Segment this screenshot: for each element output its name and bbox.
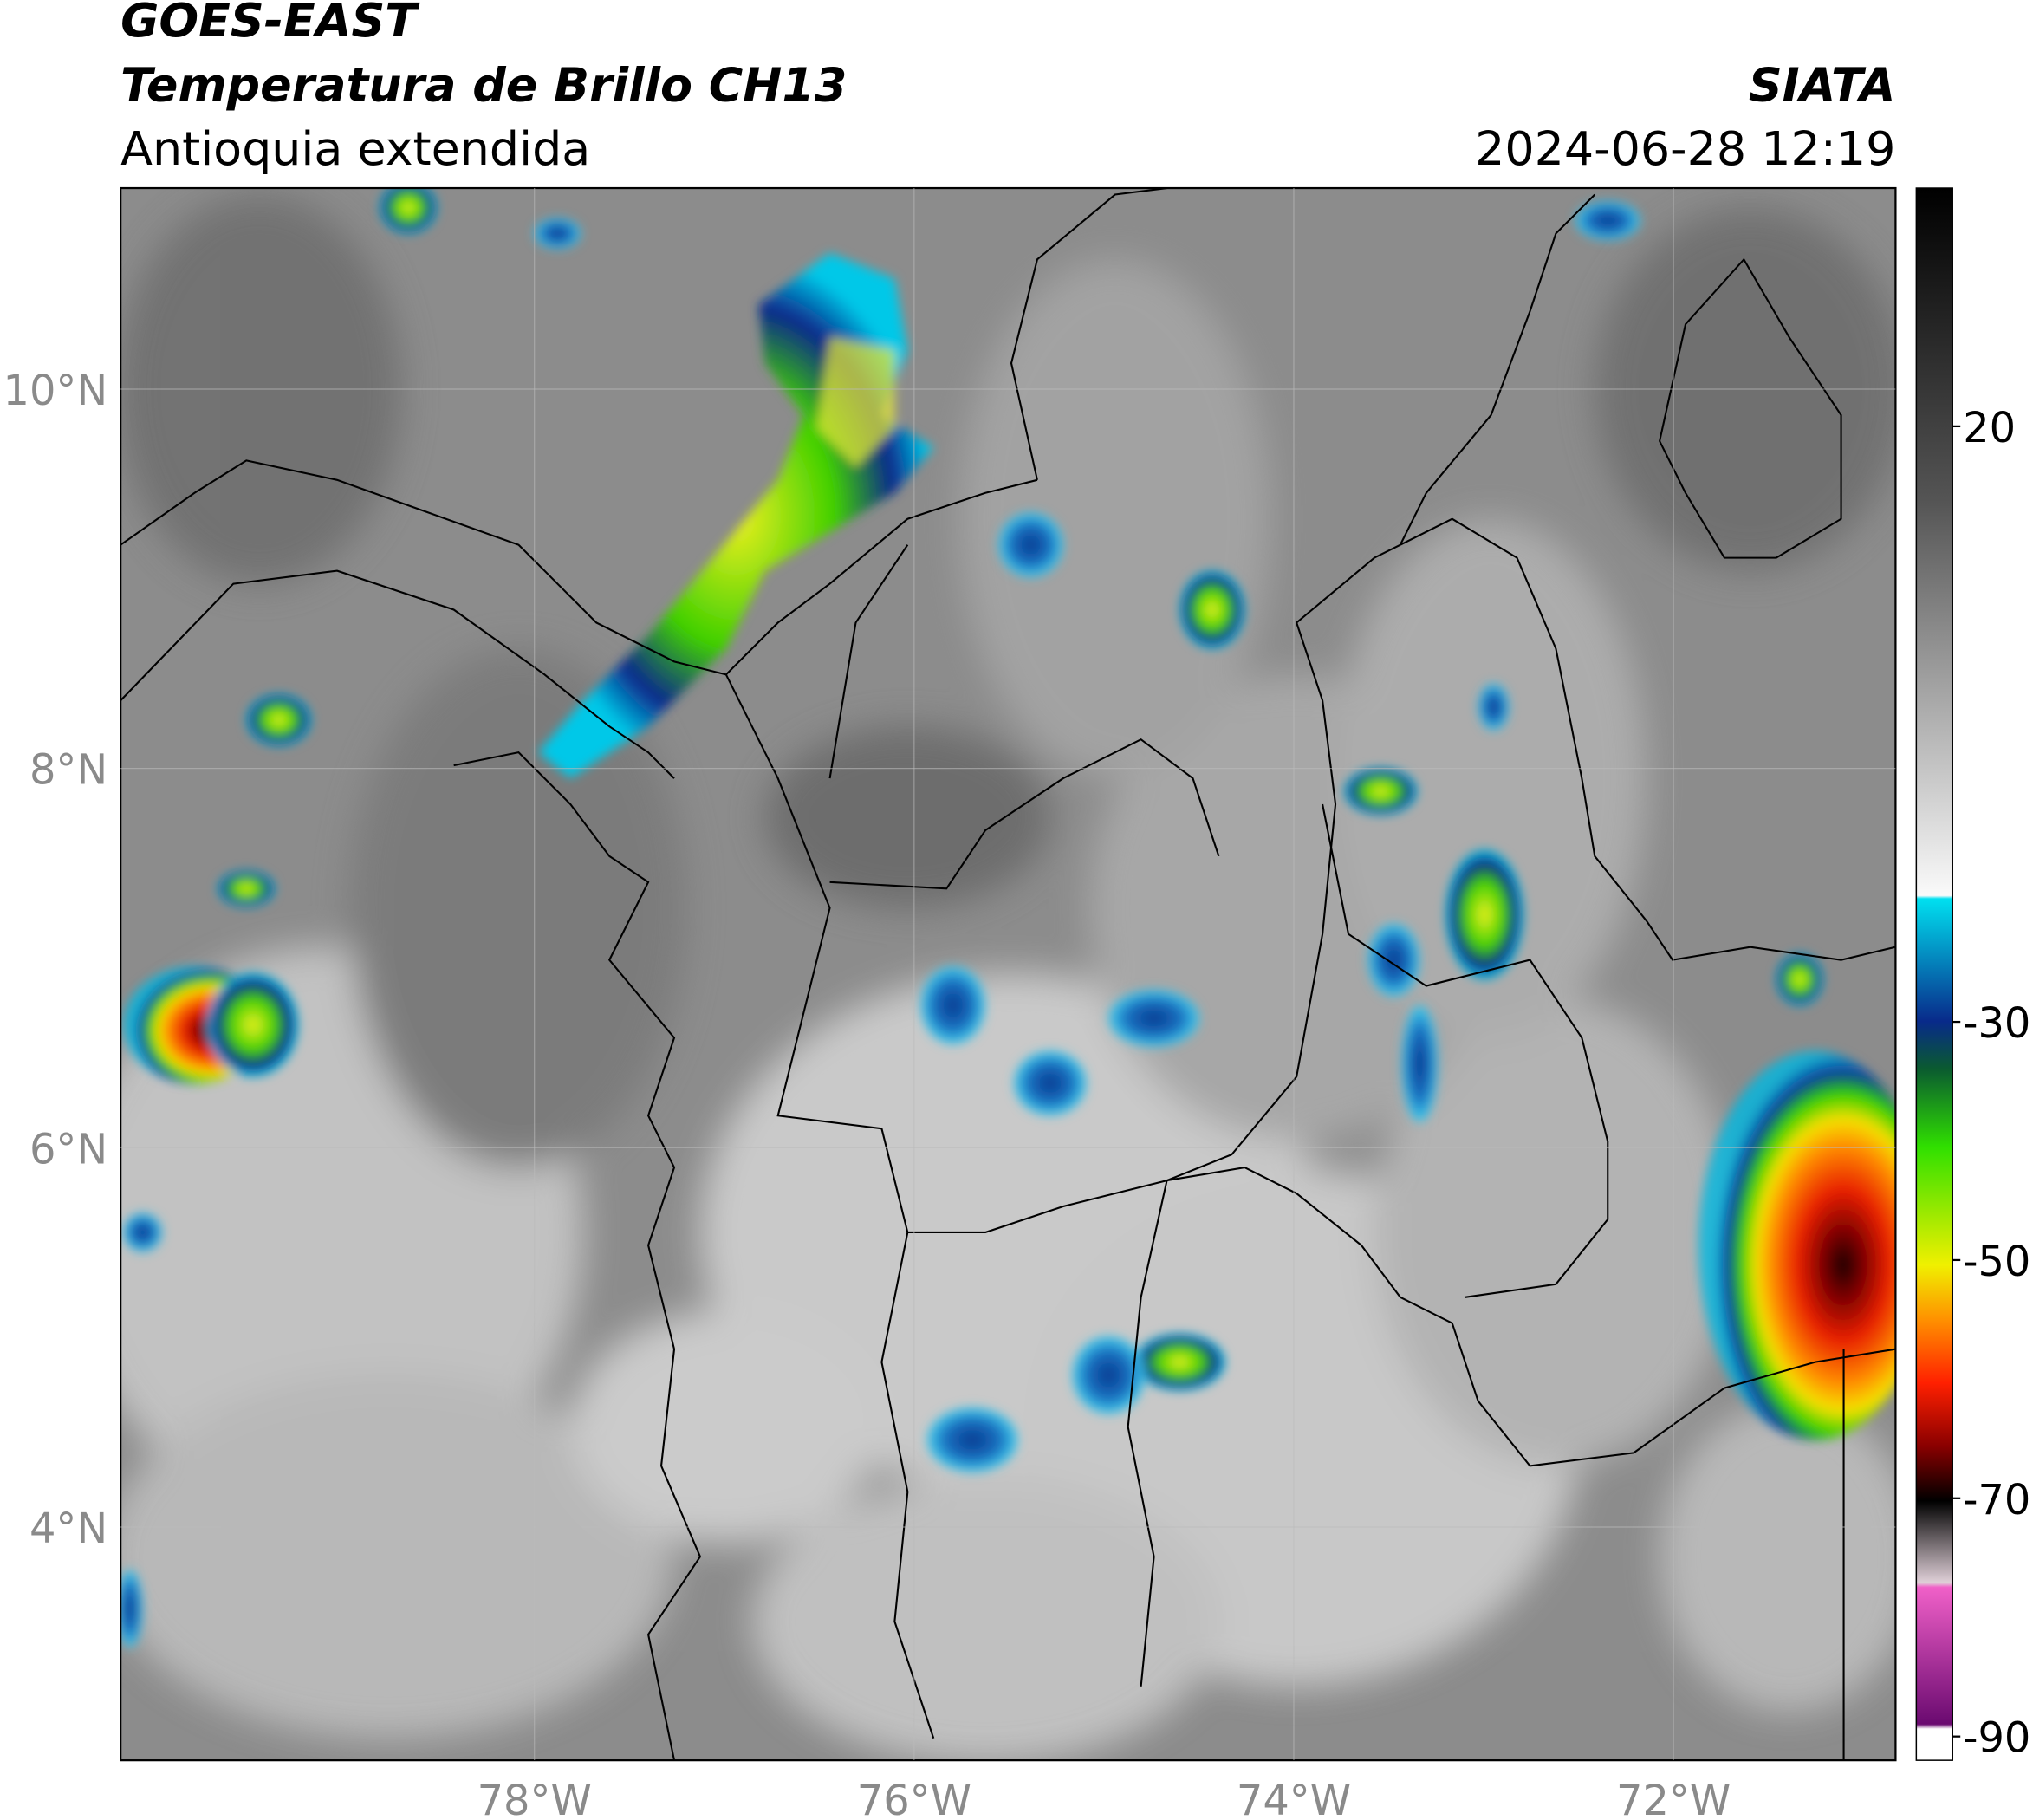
x-tick-label: 76°W <box>857 1778 971 1820</box>
borders <box>120 188 1896 1761</box>
colorbar-tick-label: -50 <box>1963 1238 2030 1286</box>
x-tick-label: 74°W <box>1237 1778 1351 1820</box>
title: GOES-EAST <box>120 0 420 48</box>
x-tick-label: 72°W <box>1616 1778 1731 1820</box>
map-frame <box>120 186 1897 1762</box>
datetime: 2024-06-28 12:19 <box>1475 121 1895 176</box>
colorbar-tick-label: 20 <box>1963 405 2016 452</box>
satellite-image <box>120 188 1896 1761</box>
colorbar-tick-label: -90 <box>1963 1715 2030 1763</box>
source: SIATA <box>1749 58 1896 113</box>
colorbar-tick-label: -70 <box>1963 1477 2030 1524</box>
y-tick-label: 8°N <box>29 747 107 795</box>
region: Antioquia extendida <box>120 121 590 176</box>
y-tick-label: 10°N <box>3 367 108 415</box>
y-tick-label: 6°N <box>29 1126 107 1173</box>
subtitle: Temperatura de Brillo CH13 <box>120 58 847 113</box>
x-tick-label: 78°W <box>477 1778 592 1820</box>
y-tick-label: 4°N <box>29 1505 107 1553</box>
colorbar <box>1915 187 1953 1761</box>
colorbar-tick-label: -30 <box>1963 1000 2030 1048</box>
